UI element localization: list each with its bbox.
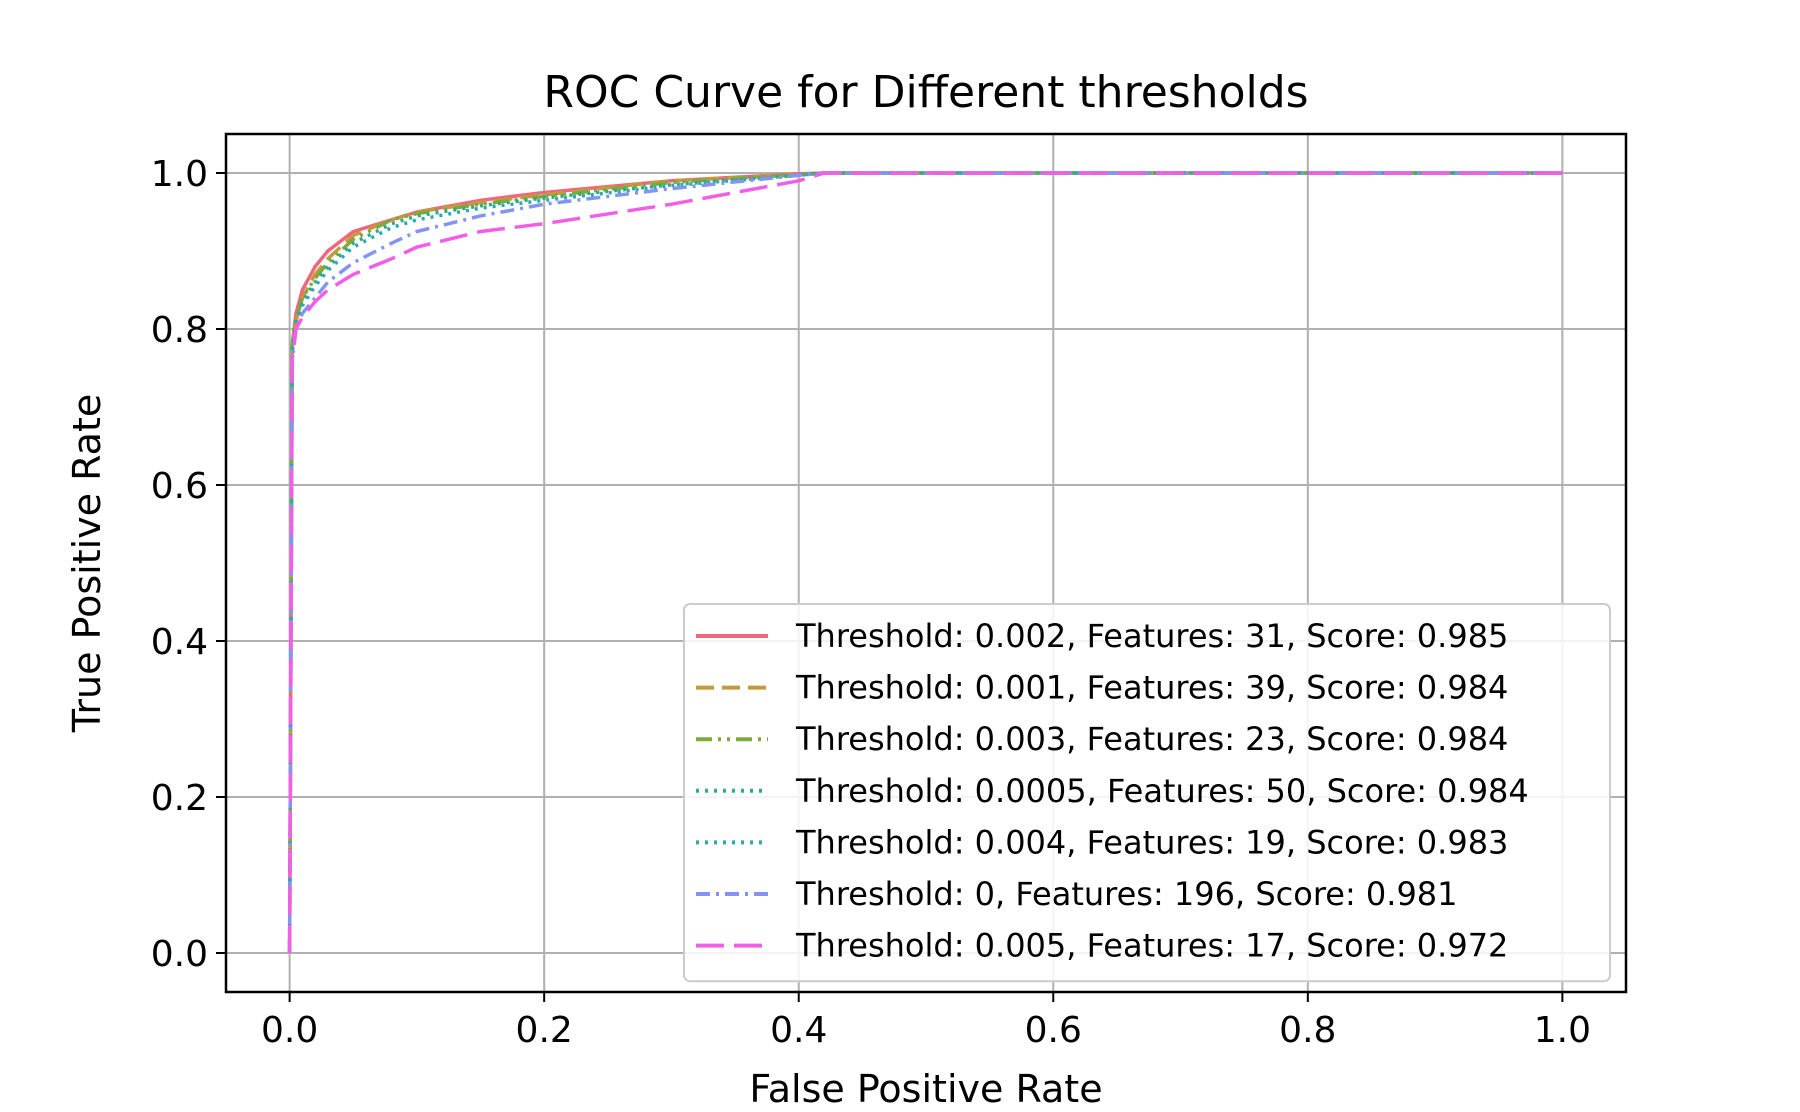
y-axis-ticks: 0.0 0.2 0.4 0.6 0.8 1.0: [151, 154, 226, 975]
legend-entry: Threshold: 0.004, Features: 19, Score: 0…: [795, 823, 1508, 861]
legend-entry: Threshold: 0.001, Features: 39, Score: 0…: [795, 669, 1508, 707]
legend-entry: Threshold: 0.002, Features: 31, Score: 0…: [795, 617, 1508, 655]
legend-entry: Threshold: 0.0005, Features: 50, Score: …: [795, 772, 1529, 810]
y-axis-label: True Positive Rate: [65, 394, 109, 734]
legend-box: [683, 603, 1611, 983]
y-tick-label: 0.0: [151, 934, 208, 975]
x-tick-label: 0.6: [1025, 1010, 1082, 1051]
series-lines: [287, 171, 1563, 954]
y-tick-label: 0.6: [151, 466, 208, 507]
chart-title: ROC Curve for Different thresholds: [543, 67, 1308, 118]
x-tick-label: 1.0: [1534, 1010, 1591, 1051]
x-tick-label: 0.8: [1279, 1010, 1336, 1051]
x-tick-label: 0.2: [516, 1010, 573, 1051]
y-tick-label: 0.4: [151, 622, 208, 663]
y-tick-label: 0.2: [151, 778, 208, 819]
x-tick-label: 0.4: [770, 1010, 827, 1051]
legend: Threshold: 0.002, Features: 31, Score: 0…: [683, 603, 1611, 983]
plot-frame: [224, 132, 1628, 994]
y-tick-label: 0.8: [151, 310, 208, 351]
series-line-7: [287, 171, 1563, 954]
legend-entry: Threshold: 0, Features: 196, Score: 0.98…: [795, 875, 1458, 913]
x-tick-label: 0.0: [261, 1010, 318, 1051]
legend-entry: Threshold: 0.005, Features: 17, Score: 0…: [795, 927, 1508, 965]
legend-entry: Threshold: 0.003, Features: 23, Score: 0…: [795, 720, 1508, 758]
x-axis-label: False Positive Rate: [749, 1067, 1102, 1111]
x-axis-ticks: 0.0 0.2 0.4 0.6 0.8 1.0: [261, 992, 1591, 1051]
y-tick-label: 1.0: [151, 154, 208, 195]
